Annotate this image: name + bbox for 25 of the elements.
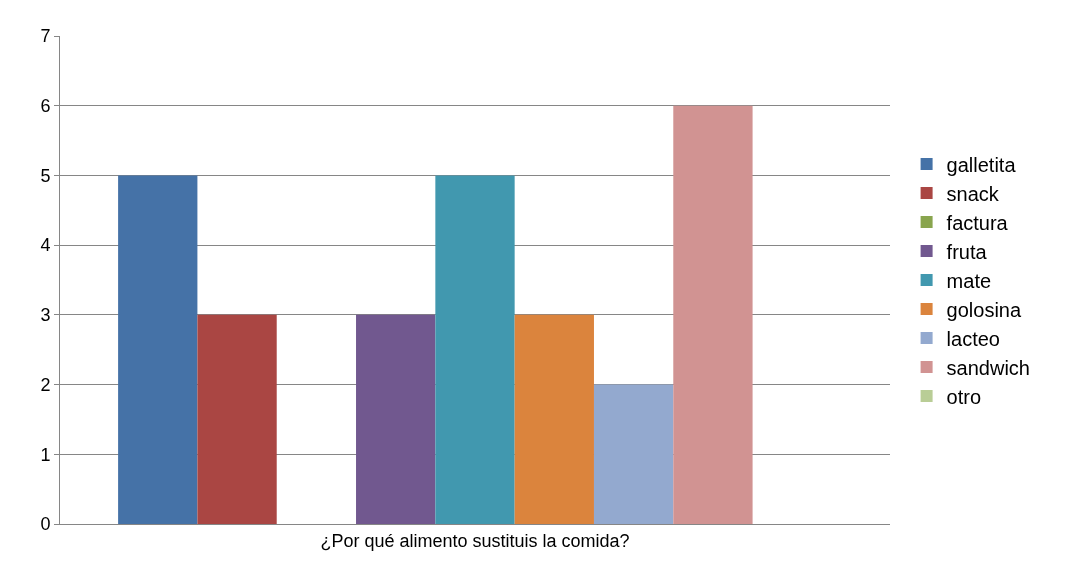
legend-label: fruta [946, 240, 988, 263]
legend-label: galletita [946, 153, 1017, 176]
bar [118, 175, 198, 524]
y-tick-label: 5 [40, 165, 51, 186]
legend-label: lacteo [946, 327, 1000, 350]
y-tick-label: 4 [40, 235, 51, 256]
bar [356, 314, 436, 524]
legend-label: sandwich [946, 356, 1030, 379]
bar [197, 314, 277, 524]
bar [435, 175, 515, 524]
legend-label: snack [946, 182, 1000, 205]
legend-label: factura [946, 211, 1009, 234]
legend-label: otro [946, 385, 982, 408]
legend-label: golosina [946, 298, 1022, 321]
legend-label: mate [946, 269, 992, 292]
x-tick-label: ¿Por qué alimento sustituis la comida? [320, 530, 630, 551]
bar [593, 384, 674, 524]
bar [514, 314, 594, 524]
y-tick-label: 0 [40, 514, 51, 535]
y-tick-label: 7 [40, 26, 51, 47]
y-tick-label: 3 [40, 305, 51, 326]
bar [673, 105, 753, 524]
y-tick-label: 2 [40, 374, 51, 395]
y-tick-label: 1 [40, 444, 51, 465]
y-tick-label: 6 [40, 96, 51, 117]
